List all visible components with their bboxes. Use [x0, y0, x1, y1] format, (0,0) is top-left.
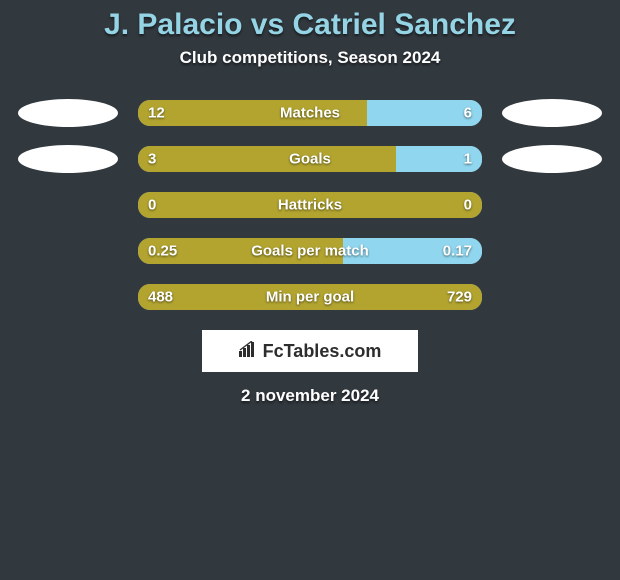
stat-bar: Goals 3 1	[138, 146, 482, 172]
stat-row: Matches 12 6	[0, 100, 620, 126]
date-text: 2 november 2024	[0, 386, 620, 406]
club-badge-right	[502, 145, 602, 173]
club-badge-right	[502, 99, 602, 127]
stat-bar: Min per goal 488 729	[138, 284, 482, 310]
stat-bar: Goals per match 0.25 0.17	[138, 238, 482, 264]
stat-value-left: 3	[148, 151, 156, 168]
stat-bar: Matches 12 6	[138, 100, 482, 126]
stat-label: Min per goal	[266, 289, 354, 306]
stat-value-left: 0	[148, 197, 156, 214]
comparison-infographic: J. Palacio vs Catriel Sanchez Club compe…	[0, 0, 620, 580]
stat-value-right: 0.17	[443, 243, 472, 260]
stat-value-right: 1	[464, 151, 472, 168]
stat-rows: Matches 12 6 Goals 3 1 Hattricks 0 0 Goals per ma…	[0, 100, 620, 310]
stat-row: Min per goal 488 729	[0, 284, 620, 310]
stat-label: Goals per match	[251, 243, 369, 260]
page-title: J. Palacio vs Catriel Sanchez	[0, 0, 620, 42]
subtitle: Club competitions, Season 2024	[0, 48, 620, 68]
stat-value-right: 6	[464, 105, 472, 122]
stat-label: Hattricks	[278, 197, 342, 214]
club-badge-left	[18, 145, 118, 173]
stat-bar: Hattricks 0 0	[138, 192, 482, 218]
stat-value-right: 729	[447, 289, 472, 306]
stat-label: Goals	[289, 151, 331, 168]
stat-label: Matches	[280, 105, 340, 122]
club-badge-left	[18, 99, 118, 127]
bar-chart-icon	[239, 341, 259, 362]
stat-row: Goals 3 1	[0, 146, 620, 172]
stat-value-left: 12	[148, 105, 165, 122]
logo-text: FcTables.com	[263, 341, 382, 362]
stat-row: Goals per match 0.25 0.17	[0, 238, 620, 264]
stat-value-left: 488	[148, 289, 173, 306]
stat-value-right: 0	[464, 197, 472, 214]
stat-row: Hattricks 0 0	[0, 192, 620, 218]
logo: FcTables.com	[239, 341, 382, 362]
stat-value-left: 0.25	[148, 243, 177, 260]
logo-box: FcTables.com	[202, 330, 418, 372]
